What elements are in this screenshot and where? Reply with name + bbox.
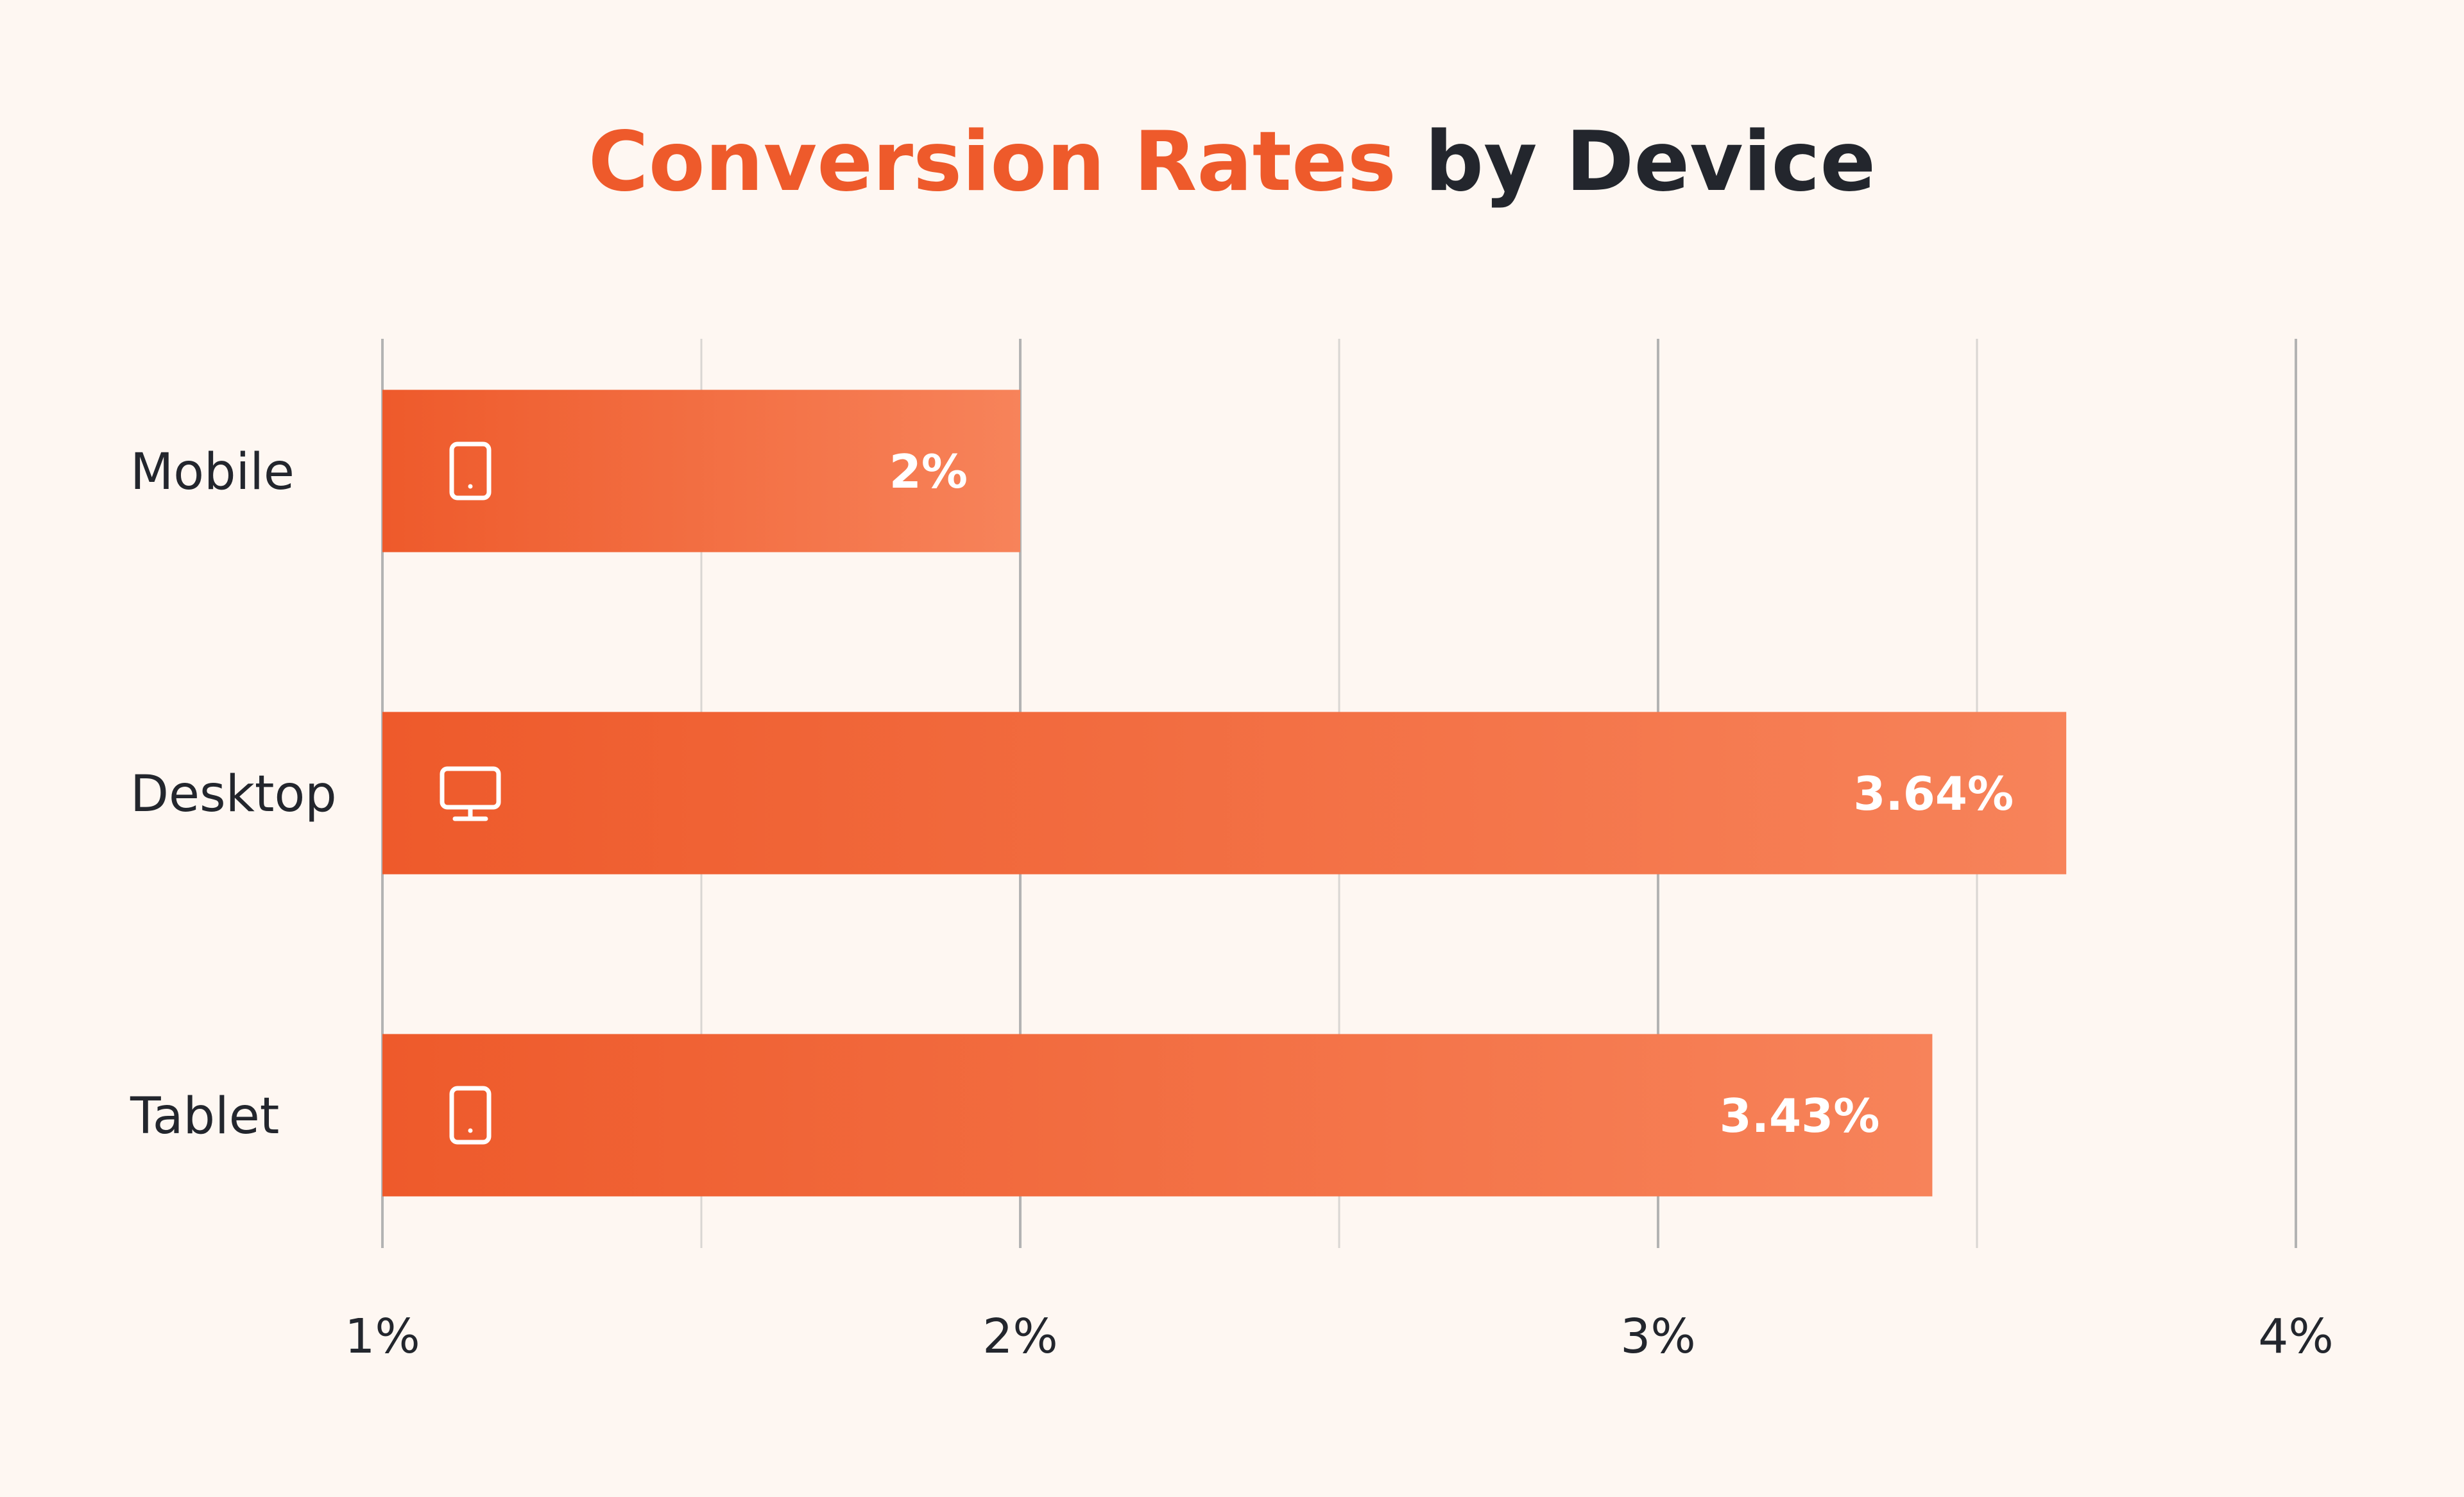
x-tick-label: 2% [982, 1309, 1057, 1364]
x-axis-ticks: 1% 2% 3% 4% [345, 1309, 2333, 1364]
tablet-icon [449, 1086, 492, 1145]
chart-title-highlight: Conversion Rates [588, 114, 1396, 210]
chart-title-rest: by Device [1396, 114, 1876, 210]
bar-tablet: 3.43% [382, 1034, 1933, 1197]
bars: 2% 3.64% 3.43% [382, 389, 2067, 1197]
category-label-tablet: Tablet [130, 1088, 279, 1145]
tablet-icon [449, 441, 492, 500]
bar-rect [382, 712, 2067, 875]
category-label-mobile: Mobile [130, 443, 295, 501]
bar-desktop: 3.64% [382, 712, 2067, 875]
monitor-icon [440, 766, 501, 821]
x-tick-label: 3% [1620, 1309, 1695, 1364]
value-label: 3.43% [1720, 1089, 1880, 1143]
bar-mobile: 2% [382, 389, 1020, 552]
category-labels: Mobile Desktop Tablet [130, 443, 337, 1145]
x-tick-label: 1% [345, 1309, 420, 1364]
category-label-desktop: Desktop [130, 766, 337, 823]
x-tick-label: 4% [2258, 1309, 2333, 1364]
bar-rect [382, 1034, 1933, 1197]
value-label: 2% [889, 445, 968, 499]
chart-title: Conversion Rates by Device [588, 114, 1876, 210]
value-label: 3.64% [1853, 767, 2014, 821]
